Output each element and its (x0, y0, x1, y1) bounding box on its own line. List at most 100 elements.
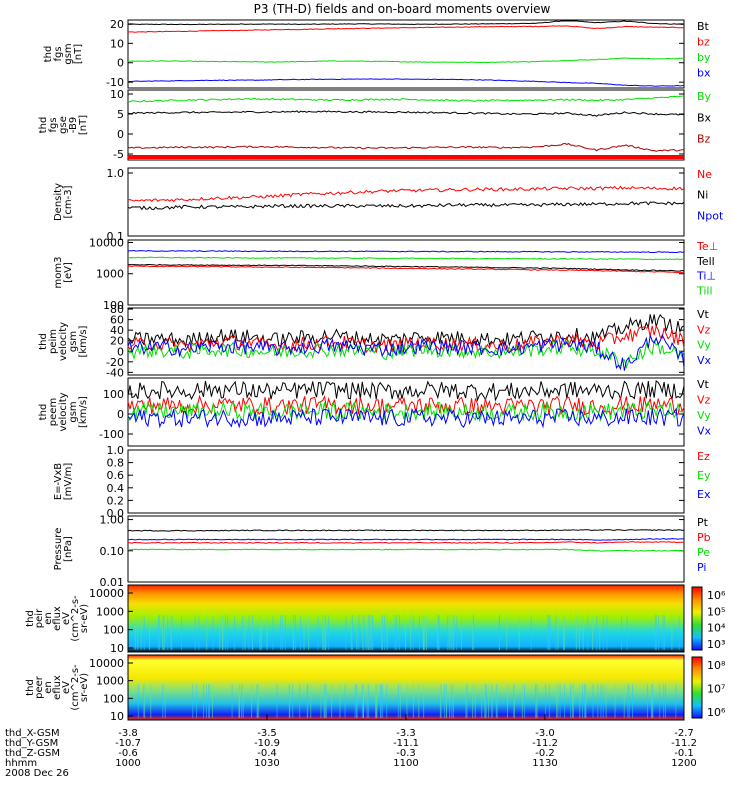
series-line-By (127, 95, 685, 103)
series-line-Vy (127, 400, 685, 423)
colorbar-label: 10³ (707, 638, 725, 651)
colorbar-label: 10⁸ (707, 659, 726, 672)
y-tick-label: -5 (113, 148, 124, 161)
x-row-label: thd_X-GSM (5, 728, 60, 739)
series-line-bx (128, 78, 685, 87)
series-line-Ni (127, 201, 685, 211)
y-tick-label: 5 (117, 108, 124, 121)
y-tick-label: 0.10 (100, 545, 125, 558)
y-axis-label: fgs (53, 46, 64, 61)
legend-entry: Pb (697, 531, 711, 544)
legend-entry: By (697, 90, 712, 103)
colorbar-label: 10⁶ (707, 589, 726, 602)
y-tick-label: 0.2 (107, 494, 125, 507)
x-tick-label: 1200 (671, 758, 696, 769)
legend-entry: Vz (697, 394, 711, 407)
y-tick-label: 100 (103, 388, 124, 401)
y-tick-label: 100 (103, 299, 124, 312)
panel-frame (127, 449, 685, 514)
y-axis-label: [nPa] (63, 536, 74, 562)
x-tick-label: -0.2 (535, 748, 555, 759)
spectrogram-image (128, 585, 684, 652)
y-axis-label: gsm (68, 331, 79, 352)
legend-entry: Ex (697, 488, 711, 501)
y-axis-label: thd (38, 333, 49, 350)
legend-entry: Ey (697, 469, 711, 482)
legend-entry: Pt (697, 516, 709, 529)
series-line-Vz (127, 394, 685, 416)
legend-entry: Vx (697, 354, 712, 367)
legend-entry: Ez (697, 450, 710, 463)
x-tick-label: -0.4 (257, 748, 277, 759)
y-axis-label: gse (58, 116, 69, 134)
x-tick-label: -11.2 (532, 738, 558, 749)
y-axis-label: mom3 (53, 257, 64, 289)
x-row-label: thd_Z-GSM (5, 748, 60, 759)
y-axis-label: velocity (58, 322, 69, 361)
panel-pressure: 1.00 0.10 0.01 Pressure [nPa] Pt Pb Pe Pi (53, 514, 711, 589)
y-axis-label: thd (43, 46, 54, 63)
panel-efield: 1.00.80.60.40.20.0 E=-VxB [mV/m] Ez Ey Ex (53, 444, 711, 520)
legend-entry: Bz (697, 133, 711, 146)
y-tick-label: 10 (110, 642, 124, 655)
x-tick-label: 1130 (532, 758, 557, 769)
y-tick-label: 10 (110, 88, 124, 101)
y-tick-label: 1000 (96, 268, 124, 281)
x-tick-label: 1100 (393, 758, 418, 769)
y-axis-label: eflux (52, 675, 63, 700)
y-tick-label: 100 (103, 624, 124, 637)
series-line-Pi (127, 538, 685, 541)
y-axis-label: (cm^2-s- (70, 595, 81, 642)
spectrogram-peer: 10000 1000 100 10 thdpeerenefluxeV(cm^2-s-sr… (25, 654, 726, 723)
colorbar (691, 586, 703, 651)
panel-fgs_gsm: 20 10 0 -10 thd fgs gsm [nT] Bt bz by bx (43, 18, 711, 89)
y-axis-label: peim (48, 329, 59, 354)
panel-frame (127, 515, 685, 583)
y-axis-label: [nT] (78, 115, 89, 135)
series-line-Vt (127, 379, 685, 402)
panel-frame (127, 19, 685, 89)
series-line-by (127, 57, 685, 64)
series-line-Vy (127, 339, 685, 369)
y-tick-label: -100 (99, 428, 124, 441)
y-axis-label: sr-eV) (79, 673, 90, 702)
x-tick-label: -3.3 (396, 728, 416, 739)
y-axis-label: en (43, 612, 54, 625)
y-tick-label: 20 (110, 335, 124, 348)
y-tick-label: 100 (103, 692, 124, 705)
series-line-Bx (127, 110, 685, 117)
y-tick-label: -40 (106, 366, 124, 379)
colorbar-label: 10⁶ (707, 706, 726, 719)
y-axis-label: eflux (52, 606, 63, 631)
panel-fgs_gse: 10 5 0 -5 thd fgs gse -B9 [nT] By Bx Bz (38, 88, 712, 161)
series-line-Te⊥ (127, 265, 685, 274)
y-axis-label: (cm^2-s- (70, 664, 81, 711)
series-line-Vx (127, 333, 685, 371)
panel-peem_velocity: 100 0 -100 thd peem velocity gsm [km/s] Vt Vz Vy Vx (38, 377, 712, 447)
y-tick-label: 20 (110, 18, 124, 31)
y-axis-label: eV (61, 612, 72, 625)
x-tick-label: -10.9 (254, 738, 280, 749)
legend-entry: Vy (697, 409, 711, 422)
colorbar-label: 10⁵ (707, 605, 725, 618)
panel-frame (127, 307, 685, 376)
y-tick-label: -10 (106, 76, 124, 89)
legend-entry: Vy (697, 339, 711, 352)
legend-entry: Bt (697, 20, 710, 33)
y-axis-label: E=-VxB (53, 463, 64, 500)
legend-entry: Vt (697, 378, 710, 391)
series-line-Tell (127, 263, 685, 272)
y-axis-label: Pressure (53, 528, 64, 571)
y-tick-label: 0.01 (100, 576, 125, 589)
y-tick-label: 0 (117, 128, 124, 141)
legend-entry: Bx (697, 111, 712, 124)
y-axis-label: fgs (48, 117, 59, 132)
legend-entry: Npot (697, 209, 724, 222)
legend-entry: Vt (697, 308, 710, 321)
colorbar-label: 10⁷ (707, 683, 725, 696)
series-line-Pb (127, 541, 685, 544)
series-line-Vx (127, 407, 685, 429)
y-tick-label: 10000 (89, 657, 124, 670)
